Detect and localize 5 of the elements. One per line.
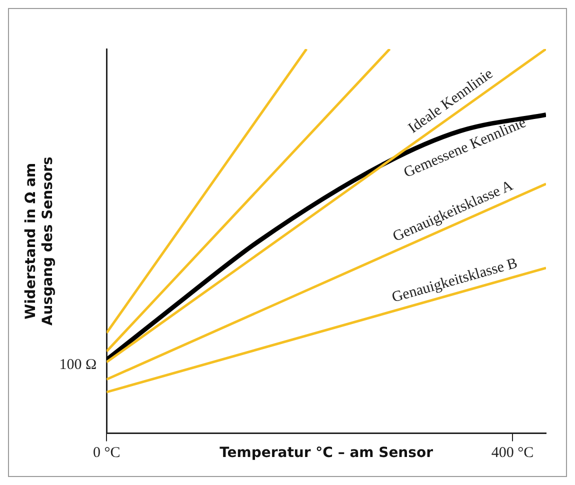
x-tick-label: 0 °C bbox=[92, 445, 120, 462]
annotation: 100 Ω bbox=[59, 357, 97, 374]
y-axis-title: Widerstand in Ω am Ausgang des Sensors bbox=[23, 156, 56, 326]
x-axis-title: Temperatur °C – am Sensor bbox=[220, 445, 434, 462]
x-tick-label: 400 °C bbox=[491, 445, 534, 462]
